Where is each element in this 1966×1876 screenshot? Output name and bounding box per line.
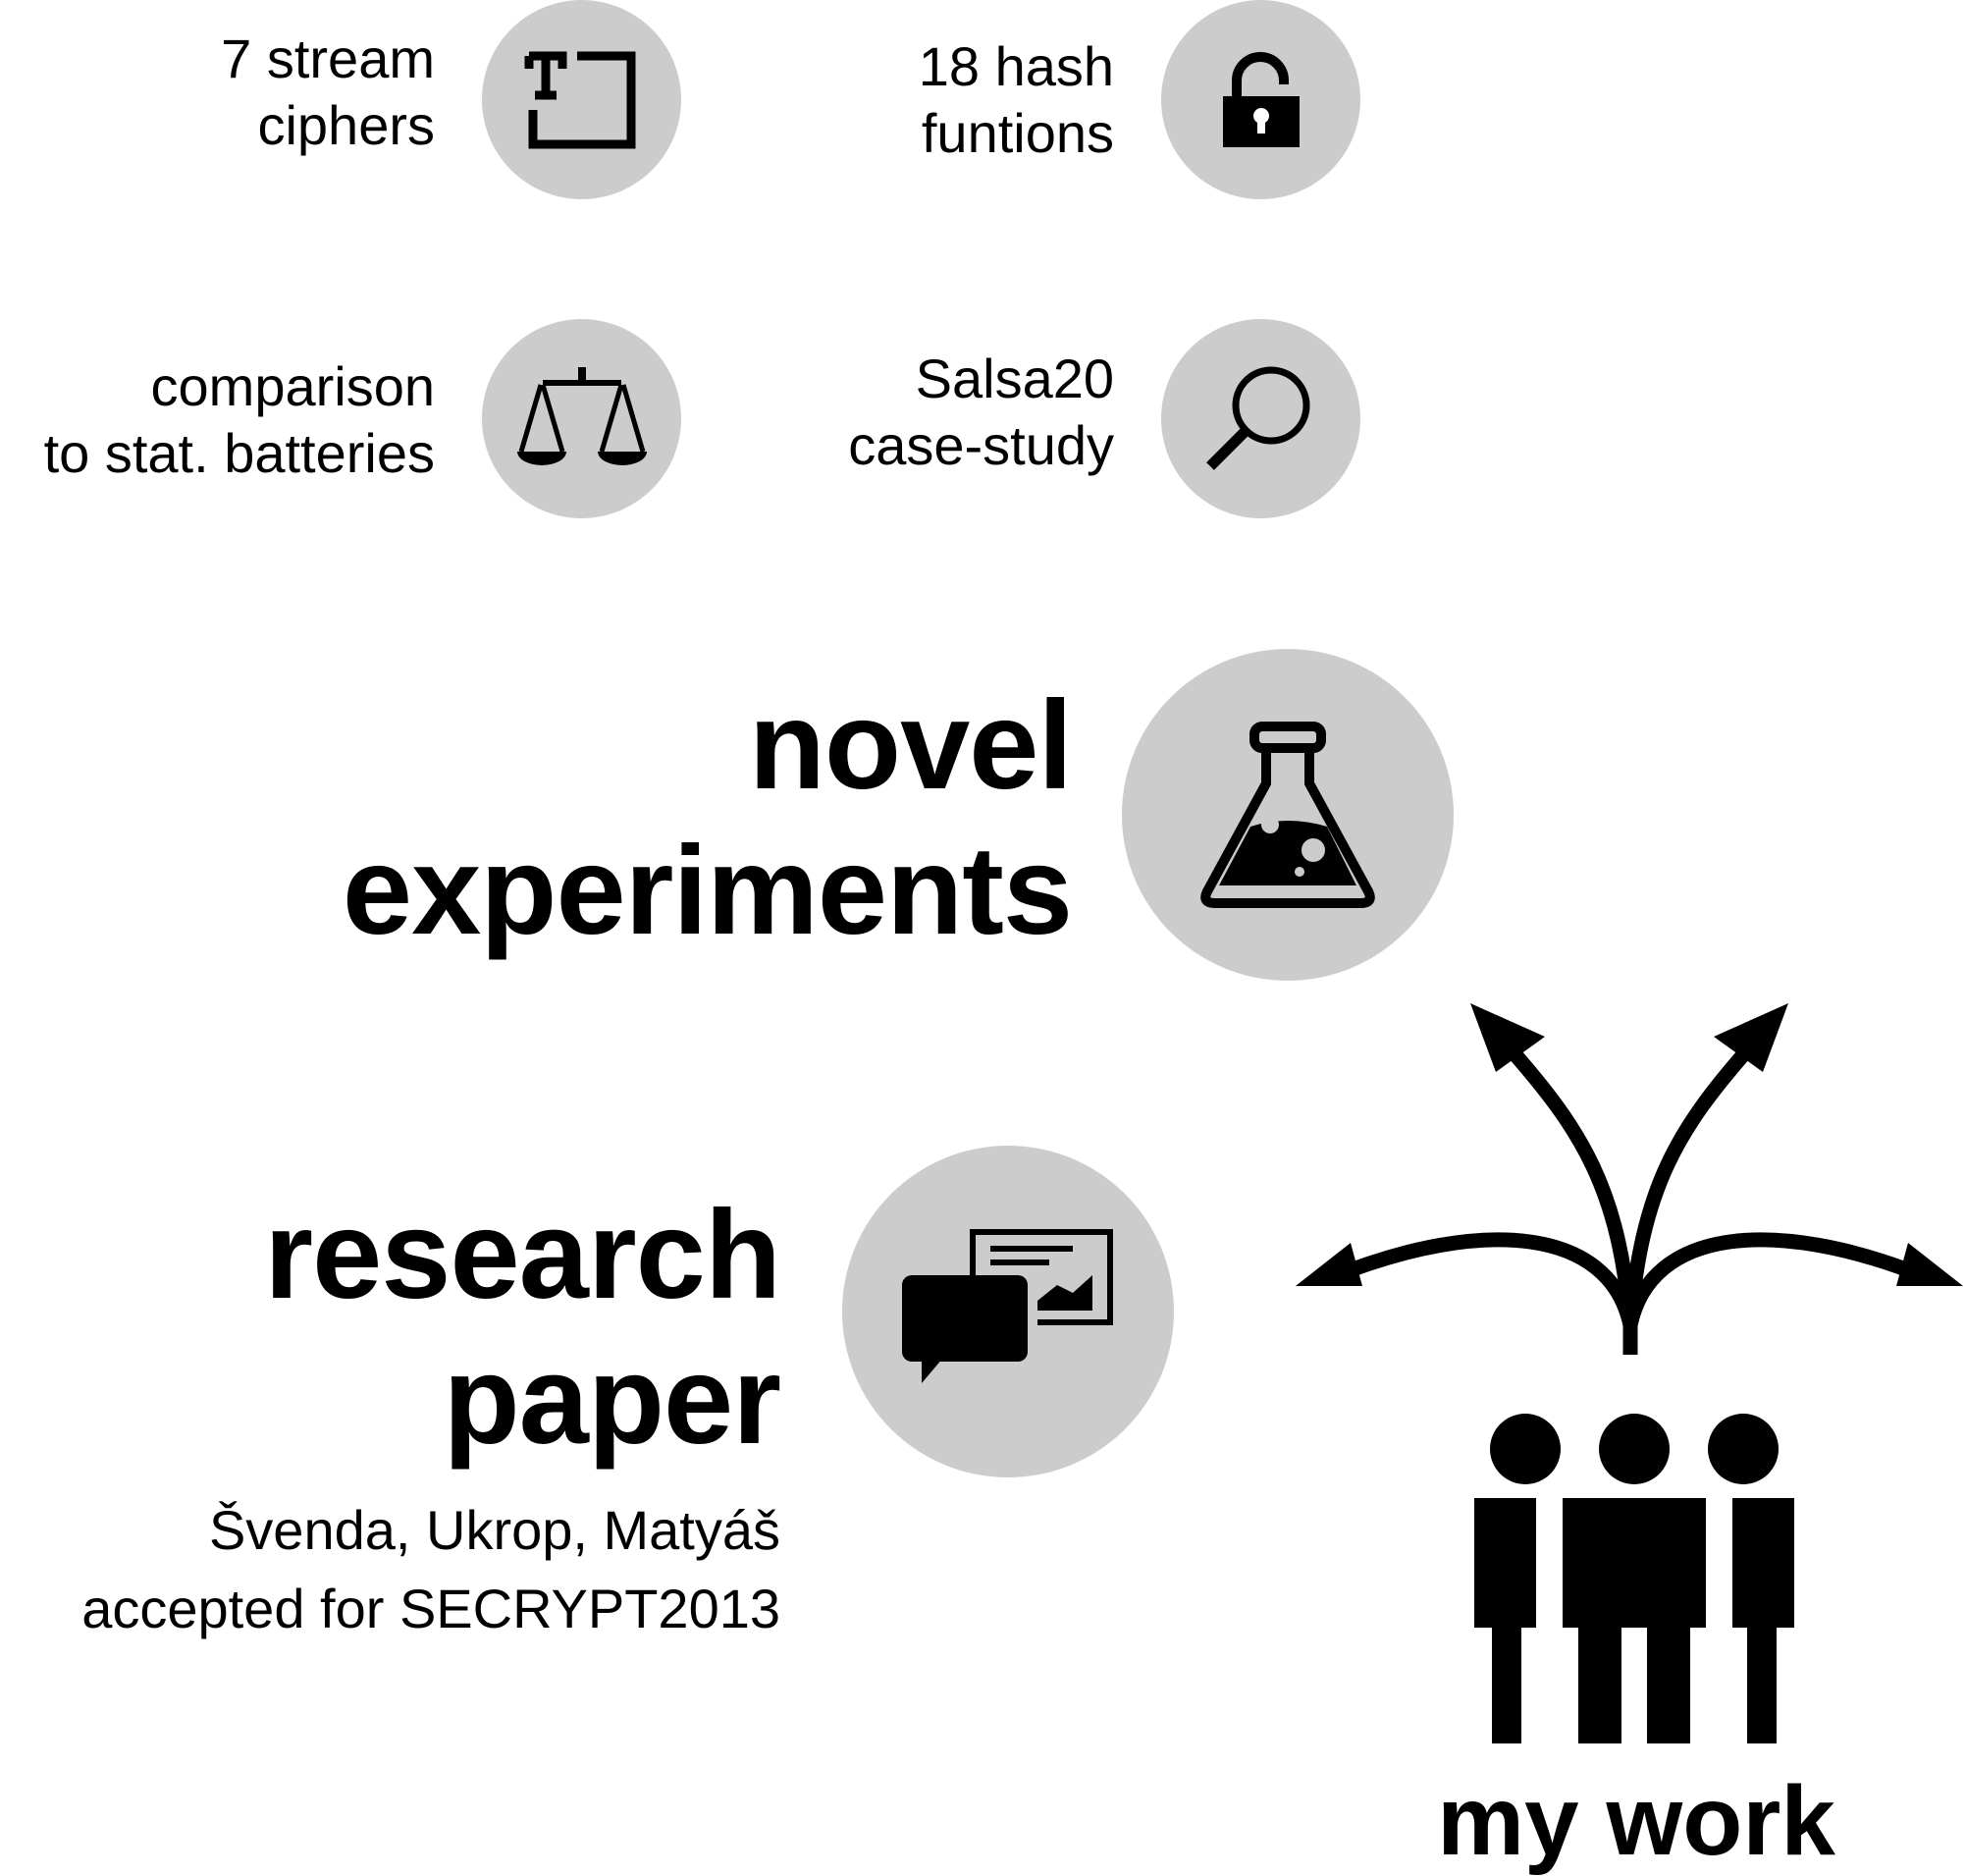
comparison-line2: to stat. batteries bbox=[43, 422, 435, 484]
hash-functions-line2: funtions bbox=[921, 102, 1114, 164]
stream-ciphers-label: 7 stream ciphers bbox=[221, 26, 435, 159]
text-frame-icon bbox=[524, 51, 635, 148]
paper-citation: Švenda, Ukrop, Matyáš accepted for SECRY… bbox=[81, 1491, 780, 1648]
magnifier-icon bbox=[1205, 366, 1309, 470]
salsa-circle bbox=[1161, 319, 1360, 518]
stream-ciphers-circle bbox=[482, 0, 681, 199]
hash-functions-line1: 18 hash bbox=[918, 35, 1114, 97]
stream-ciphers-line2: ciphers bbox=[257, 94, 435, 156]
paper-authors: Švenda, Ukrop, Matyáš bbox=[208, 1499, 780, 1561]
paper-line2: paper bbox=[443, 1330, 781, 1471]
salsa-label: Salsa20 case-study bbox=[848, 346, 1114, 479]
salsa-line2: case-study bbox=[848, 414, 1114, 476]
experiments-line2: experiments bbox=[342, 821, 1073, 961]
padlock-icon bbox=[1222, 51, 1300, 147]
presentation-chat-icon bbox=[902, 1229, 1113, 1383]
experiments-label: novel experiments bbox=[342, 673, 1073, 964]
experiments-circle bbox=[1122, 649, 1454, 981]
group-icon bbox=[1474, 1414, 1794, 1743]
salsa-line1: Salsa20 bbox=[915, 348, 1114, 409]
paper-venue: accepted for SECRYPT2013 bbox=[81, 1578, 780, 1639]
experiments-line1: novel bbox=[748, 675, 1073, 816]
scales-icon bbox=[516, 366, 647, 465]
paper-circle bbox=[842, 1146, 1174, 1477]
hash-functions-label: 18 hash funtions bbox=[919, 33, 1114, 167]
flask-icon bbox=[1200, 722, 1375, 908]
comparison-circle bbox=[482, 319, 681, 518]
paper-label: research paper bbox=[264, 1183, 781, 1474]
comparison-line1: comparison bbox=[150, 355, 435, 417]
branching-arrows-icon bbox=[1296, 1003, 1963, 1355]
stream-ciphers-line1: 7 stream bbox=[221, 27, 435, 89]
mywork-label: my work bbox=[1437, 1766, 1835, 1876]
paper-line1: research bbox=[264, 1185, 781, 1325]
hash-functions-circle bbox=[1161, 0, 1360, 199]
comparison-label: comparison to stat. batteries bbox=[44, 353, 435, 487]
